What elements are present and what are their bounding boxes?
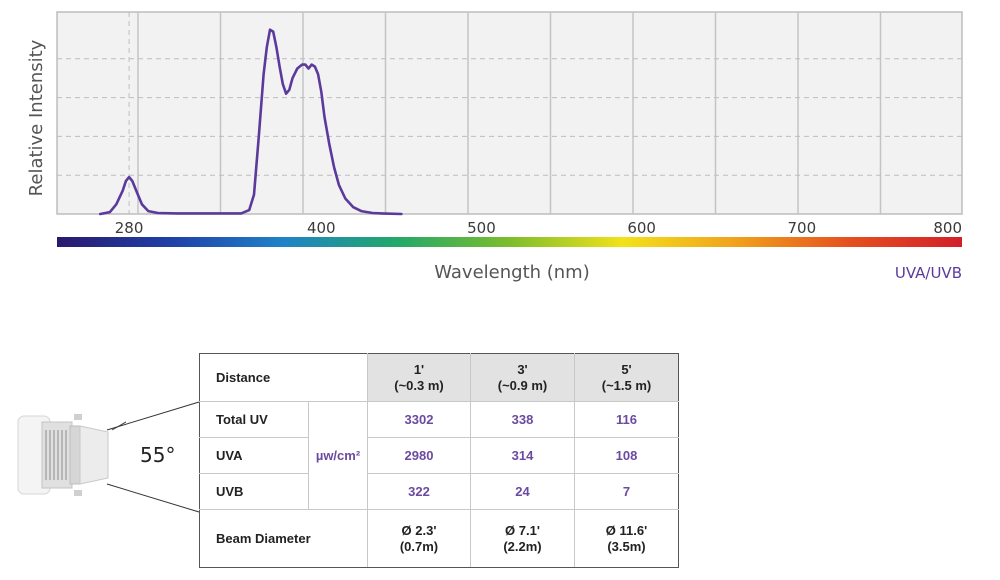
distance-ft: 5' <box>621 361 632 377</box>
irradiance-table: Distance 1' (~0.3 m) 3' (~0.9 m) 5' (~1.… <box>199 353 679 568</box>
table-row: UVA 2980 314 108 <box>199 437 679 474</box>
beam-cell: Ø 11.6' (3.5m) <box>574 509 679 568</box>
distance-col-1: 1' (~0.3 m) <box>367 353 471 402</box>
beam-ft: Ø 7.1' <box>505 522 540 538</box>
legend-entry-uva-uvb: UVA/UVB <box>895 264 962 282</box>
beam-cell: Ø 2.3' (0.7m) <box>367 509 471 568</box>
beam-m: (0.7m) <box>399 538 439 554</box>
distance-m: (~0.3 m) <box>394 377 444 393</box>
value-cell: 7 <box>574 473 679 510</box>
row-label-uvb: UVB <box>199 473 309 510</box>
table-row: UVB 322 24 7 <box>199 473 679 510</box>
row-label-total-uv: Total UV <box>199 401 309 438</box>
distance-ft: 1' <box>413 361 425 377</box>
value-cell: 116 <box>574 401 679 438</box>
x-tick-label: 700 <box>788 219 817 237</box>
value-cell: 2980 <box>367 437 471 474</box>
value-cell: 108 <box>574 437 679 474</box>
row-label-uva: UVA <box>199 437 309 474</box>
value-cell: 338 <box>470 401 575 438</box>
x-tick-label: 280 <box>115 219 144 237</box>
vertical-gridlines <box>128 12 882 214</box>
beam-ft: Ø 2.3' <box>401 522 437 538</box>
x-tick-label: 600 <box>627 219 656 237</box>
y-axis-label: Relative Intensity <box>26 39 47 196</box>
horizontal-gridlines <box>57 58 962 176</box>
beam-m: (2.2m) <box>503 538 542 554</box>
table-header-row: Distance 1' (~0.3 m) 3' (~0.9 m) 5' (~1.… <box>199 353 679 402</box>
x-tick-labels: 280 400 500 600 700 800 <box>115 219 962 237</box>
x-tick-label: 500 <box>467 219 496 237</box>
spectrum-chart: 280 400 500 600 700 800 Relative Intensity Wa… <box>26 11 963 283</box>
beam-angle-lines <box>106 401 200 513</box>
value-cell: 314 <box>470 437 575 474</box>
distance-m: (~0.9 m) <box>497 377 548 393</box>
beam-m: (3.5m) <box>607 538 646 554</box>
x-tick-label: 400 <box>307 219 336 237</box>
x-tick-label: 800 <box>933 219 962 237</box>
value-cell: 3302 <box>367 401 471 438</box>
distance-m: (~1.5 m) <box>601 377 652 393</box>
table-row: Total UV µw/cm² 3302 338 116 <box>199 401 679 510</box>
distance-col-3: 5' (~1.5 m) <box>574 353 679 402</box>
distance-col-2: 3' (~0.9 m) <box>470 353 575 402</box>
x-axis-label: Wavelength (nm) <box>434 262 590 283</box>
value-cell: 24 <box>470 473 575 510</box>
table-row-beam-diameter: Beam Diameter Ø 2.3' (0.7m) Ø 7.1' (2.2m… <box>199 509 679 568</box>
unit-label: µw/cm² <box>308 401 368 510</box>
beam-ft: Ø 11.6' <box>605 522 648 538</box>
distance-header: Distance <box>199 353 368 402</box>
beam-angle-label: 55° <box>140 443 176 467</box>
plot-area <box>56 11 963 215</box>
value-cell: 322 <box>367 473 471 510</box>
series-line-uva-uvb <box>98 28 403 216</box>
distance-ft: 3' <box>517 361 528 377</box>
beam-cell: Ø 7.1' (2.2m) <box>470 509 575 568</box>
fixture-illustration <box>17 414 126 496</box>
row-label-beam-diameter: Beam Diameter <box>199 509 368 568</box>
wavelength-spectrum-bar <box>57 237 962 247</box>
